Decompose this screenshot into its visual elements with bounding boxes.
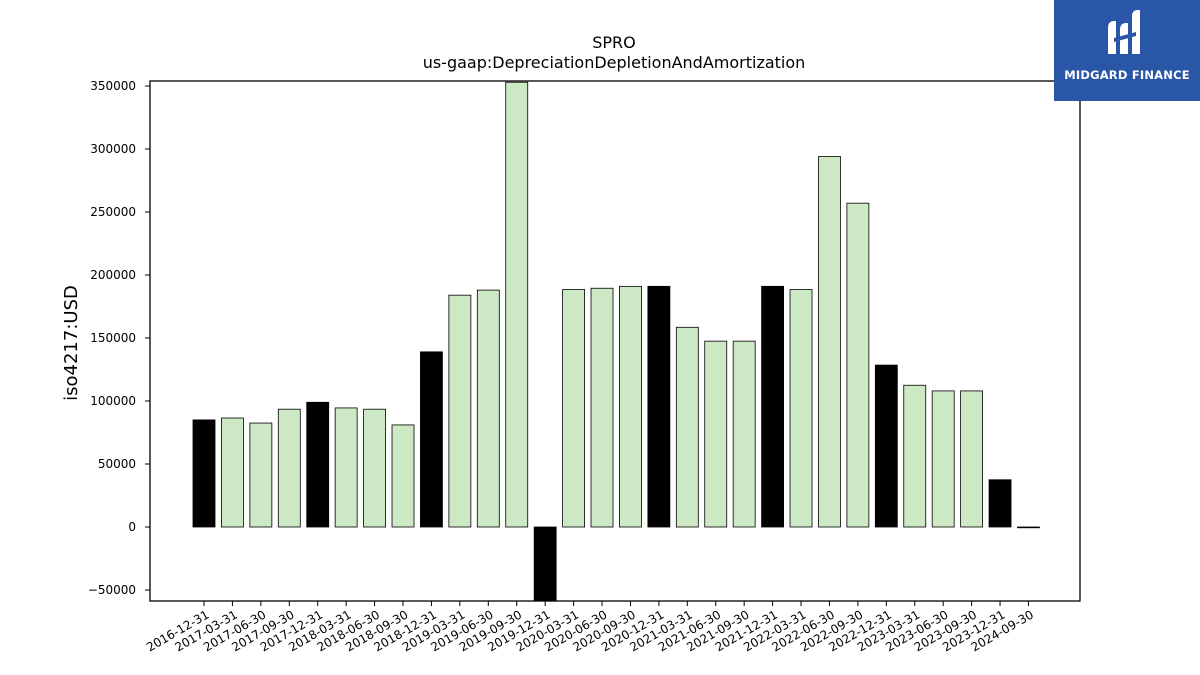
bar-2022-12-31 [874, 364, 898, 528]
bar-2022-03-31 [789, 289, 813, 528]
bar-2020-06-30 [590, 287, 614, 528]
bar-2018-06-30 [363, 408, 386, 528]
y-tick-label: 50000 [98, 457, 136, 471]
bar-2019-06-30 [476, 289, 500, 528]
bar-2020-03-31 [562, 289, 585, 528]
bar-2017-06-30 [249, 422, 273, 528]
y-tick-label: 350000 [90, 79, 136, 93]
plot-frame [149, 80, 1081, 602]
y-tick-label: −50000 [88, 583, 136, 597]
bar-2021-03-31 [675, 326, 699, 528]
y-tick-label: 0 [128, 520, 136, 534]
bar-2023-09-30 [960, 390, 984, 528]
bar-2017-12-31 [306, 401, 330, 528]
bar-2018-03-31 [334, 407, 358, 528]
bar-2023-12-31 [988, 479, 1012, 528]
y-tick-label: 100000 [90, 394, 136, 408]
chart-title: SPRO [592, 33, 636, 52]
bar-2024-09-30 [1017, 526, 1040, 529]
bar-2019-12-31 [533, 526, 557, 601]
y-axis-label: iso4217:USD [61, 285, 82, 401]
bar-2020-09-30 [619, 285, 642, 528]
bar-2016-12-31 [192, 419, 216, 528]
y-tick-label: 300000 [90, 142, 136, 156]
bar-2018-09-30 [391, 424, 415, 528]
bar-2023-06-30 [931, 390, 955, 528]
logo-mark-icon [1108, 10, 1140, 54]
bar-2019-09-30 [505, 81, 529, 528]
chart-subtitle: us-gaap:DepreciationDepletionAndAmortiza… [423, 53, 806, 72]
y-tick-label: 150000 [90, 331, 136, 345]
bar-2021-12-31 [761, 285, 784, 528]
y-tick-label: 250000 [90, 205, 136, 219]
bar-2022-06-30 [818, 156, 841, 528]
bar-2018-12-31 [420, 351, 443, 528]
bar-2017-03-31 [221, 417, 244, 528]
midgard-finance-logo: MIDGARD FINANCE [1054, 0, 1200, 101]
logo-text: MIDGARD FINANCE [1064, 68, 1190, 82]
bar-2019-03-31 [448, 294, 472, 528]
bar-2021-06-30 [704, 340, 728, 528]
y-tick-label: 200000 [90, 268, 136, 282]
bar-2017-09-30 [277, 408, 301, 528]
bar-2021-09-30 [732, 340, 756, 528]
bar-2023-03-31 [903, 384, 927, 528]
bar-2020-12-31 [647, 285, 671, 528]
bar-2022-09-30 [846, 202, 870, 528]
